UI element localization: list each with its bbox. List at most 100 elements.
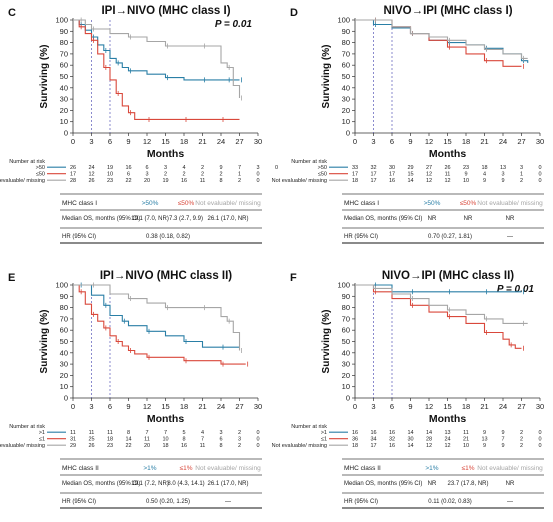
risk-count: 22 xyxy=(125,443,131,449)
risk-count: 17 xyxy=(370,172,376,178)
risk-count: 11 xyxy=(144,437,150,443)
table-header-cell: Not evaluable/ missing xyxy=(195,465,261,472)
risk-count: 32 xyxy=(370,165,376,171)
risk-count: 26 xyxy=(88,443,94,449)
x-tick-label: 12 xyxy=(425,402,433,411)
risk-count: 18 xyxy=(481,165,487,171)
table-header-cell: Not evaluable/ missing xyxy=(477,200,543,207)
risk-count: 20 xyxy=(144,443,150,449)
risk-row-label: Not evaluable/ missing xyxy=(0,178,45,184)
table-cell: NR xyxy=(428,216,437,222)
y-tick-label: 10 xyxy=(60,382,68,391)
risk-count: 16 xyxy=(125,165,131,171)
table-cell: 19.1 (7.2, NR) xyxy=(131,481,169,487)
risk-count: 0 xyxy=(538,437,541,443)
y-tick-label: 70 xyxy=(342,49,350,58)
risk-count: 16 xyxy=(181,178,187,184)
risk-count: 13 xyxy=(444,430,450,436)
risk-count: 10 xyxy=(463,443,469,449)
risk-count: 9 xyxy=(501,430,504,436)
x-tick-label: 15 xyxy=(161,137,169,146)
risk-count: 0 xyxy=(538,443,541,449)
table-header-cell: ≤1% xyxy=(462,465,475,472)
risk-count: 16 xyxy=(352,430,358,436)
risk-count: 7 xyxy=(501,437,504,443)
survival-curve-red xyxy=(73,19,240,120)
x-tick-label: 3 xyxy=(371,402,375,411)
risk-count: 28 xyxy=(70,178,76,184)
risk-count: 30 xyxy=(389,165,395,171)
risk-count: 9 xyxy=(483,430,486,436)
risk-count: 18 xyxy=(352,178,358,184)
y-tick-label: 30 xyxy=(60,95,68,104)
x-tick-label: 12 xyxy=(143,402,151,411)
risk-count: 8 xyxy=(182,437,185,443)
risk-row-label: Not evaluable/ missing xyxy=(272,443,327,449)
y-tick-label: 40 xyxy=(342,348,350,357)
risk-count: 2 xyxy=(520,430,523,436)
survival-curve-red xyxy=(355,19,522,67)
x-tick-label: 30 xyxy=(254,137,262,146)
risk-count: 2 xyxy=(520,178,523,184)
risk-count: 4 xyxy=(483,172,486,178)
y-tick-label: 20 xyxy=(342,106,350,115)
y-tick-label: 0 xyxy=(346,394,350,403)
y-axis-label: Surviving (%) xyxy=(321,45,332,109)
y-tick-label: 80 xyxy=(342,303,350,312)
y-tick-label: 60 xyxy=(342,326,350,335)
panel-e: E IPI→NIVO (MHC class II)0102030405060708… xyxy=(0,270,262,509)
risk-count: 11 xyxy=(89,430,95,436)
risk-count: 9 xyxy=(501,178,504,184)
risk-count: 17 xyxy=(370,178,376,184)
risk-title: Number at risk xyxy=(291,424,327,430)
table-header-cell: Not evaluable/ missing xyxy=(195,200,261,207)
risk-count: 8 xyxy=(219,443,222,449)
risk-count: 17 xyxy=(389,172,395,178)
risk-count: 16 xyxy=(389,443,395,449)
risk-count: 1 xyxy=(238,172,241,178)
risk-count: 3 xyxy=(219,430,222,436)
y-tick-label: 40 xyxy=(60,83,68,92)
risk-count: 17 xyxy=(370,443,376,449)
risk-count: 17 xyxy=(352,172,358,178)
table-cell: Median OS, months (95% CI) xyxy=(62,216,140,222)
risk-count: 2 xyxy=(238,430,241,436)
risk-count: 23 xyxy=(107,178,113,184)
risk-count: 12 xyxy=(444,443,450,449)
x-tick-label: 9 xyxy=(408,137,412,146)
survival-curve-blue xyxy=(355,19,529,63)
x-axis-label: Months xyxy=(147,413,184,425)
risk-count: 4 xyxy=(182,165,185,171)
survival-curve-gray xyxy=(73,284,241,351)
y-tick-label: 30 xyxy=(60,360,68,369)
table-header-cell: ≤50% xyxy=(460,200,477,207)
risk-count: 0 xyxy=(256,430,259,436)
risk-count: 23 xyxy=(107,443,113,449)
risk-count: 16 xyxy=(181,443,187,449)
risk-count: 2 xyxy=(219,172,222,178)
x-axis-label: Months xyxy=(147,148,184,160)
x-tick-label: 27 xyxy=(235,137,243,146)
risk-count: 2 xyxy=(164,172,167,178)
panel-c: C IPI→NIVO (MHC class I)P = 0.01010203040… xyxy=(0,5,278,244)
table-header-cell: >1% xyxy=(425,465,438,472)
risk-count: 10 xyxy=(162,437,168,443)
risk-row-label: ≤1 xyxy=(321,437,327,443)
x-tick-label: 30 xyxy=(536,137,544,146)
table-header-cell: Not evaluable/ missing xyxy=(477,465,543,472)
risk-count: 0 xyxy=(256,437,259,443)
x-tick-label: 27 xyxy=(517,402,525,411)
risk-count: 12 xyxy=(426,178,432,184)
risk-row-label: Not evaluable/ missing xyxy=(272,178,327,184)
y-tick-label: 10 xyxy=(60,117,68,126)
x-axis-label: Months xyxy=(429,413,466,425)
table-header-cell: ≤50% xyxy=(178,200,195,207)
risk-row-label: Not evaluable/ missing xyxy=(0,443,45,449)
risk-row-label: ≤1 xyxy=(39,437,45,443)
risk-count: 14 xyxy=(407,430,413,436)
table-header-cell: >50% xyxy=(424,200,441,207)
risk-title: Number at risk xyxy=(291,159,327,165)
survival-curve-blue xyxy=(355,284,522,293)
y-tick-label: 90 xyxy=(342,27,350,36)
